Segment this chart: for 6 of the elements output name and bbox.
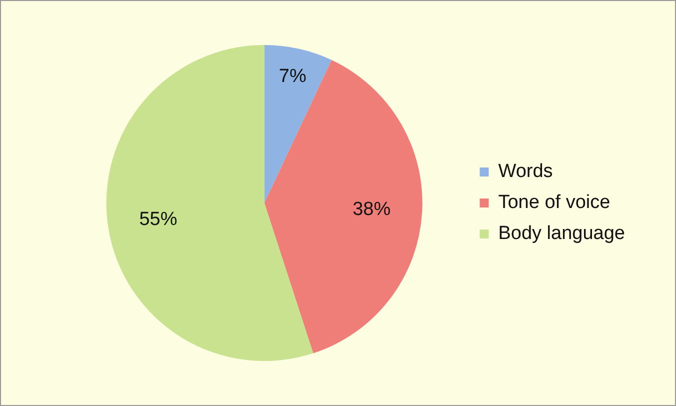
data-label: 55% — [139, 209, 178, 230]
legend-label: Words — [498, 161, 553, 182]
data-label: 7% — [278, 66, 306, 87]
legend-label: Tone of voice — [498, 192, 610, 214]
data-label: 38% — [352, 198, 391, 220]
legend-label: Body language — [498, 223, 626, 244]
